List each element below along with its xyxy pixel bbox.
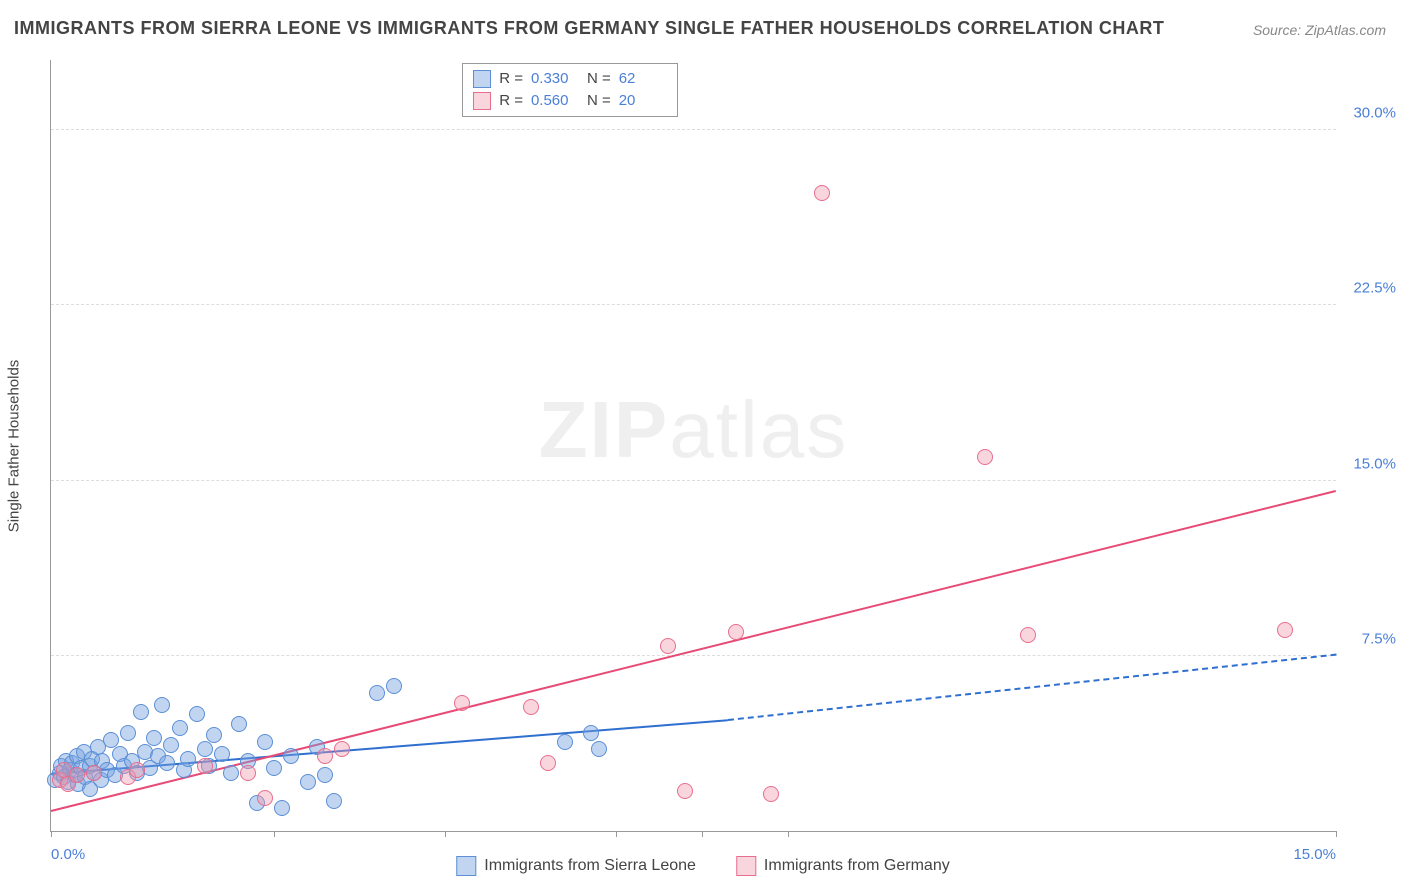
data-point: [523, 699, 539, 715]
stats-row-series2: R = 0.560 N = 20: [473, 90, 667, 112]
data-point: [300, 774, 316, 790]
data-point: [214, 746, 230, 762]
data-point: [120, 725, 136, 741]
data-point: [69, 767, 85, 783]
data-point: [1020, 627, 1036, 643]
data-point: [317, 748, 333, 764]
data-point: [677, 783, 693, 799]
gridline: [51, 129, 1336, 130]
data-point: [154, 697, 170, 713]
data-point: [129, 762, 145, 778]
legend-swatch-series2: [473, 92, 491, 110]
x-tick: [702, 831, 703, 837]
data-point: [728, 624, 744, 640]
data-point: [334, 741, 350, 757]
data-point: [86, 765, 102, 781]
gridline: [51, 304, 1336, 305]
x-tick: [616, 831, 617, 837]
data-point: [180, 751, 196, 767]
legend-item-series2: Immigrants from Germany: [736, 856, 950, 876]
y-tick-label: 7.5%: [1362, 630, 1396, 647]
data-point: [317, 767, 333, 783]
data-point: [283, 748, 299, 764]
data-point: [591, 741, 607, 757]
data-point: [197, 758, 213, 774]
data-point: [163, 737, 179, 753]
data-point: [257, 734, 273, 750]
chart-title: IMMIGRANTS FROM SIERRA LEONE VS IMMIGRAN…: [14, 18, 1164, 39]
data-point: [257, 790, 273, 806]
gridline: [51, 655, 1336, 656]
y-axis-label: Single Father Households: [6, 360, 23, 533]
gridline: [51, 480, 1336, 481]
data-point: [977, 449, 993, 465]
data-point: [223, 765, 239, 781]
data-point: [454, 695, 470, 711]
x-tick: [51, 831, 52, 837]
x-tick: [274, 831, 275, 837]
legend-item-series1: Immigrants from Sierra Leone: [456, 856, 696, 876]
trend-line: [728, 654, 1336, 721]
y-tick-label: 15.0%: [1353, 455, 1396, 472]
data-point: [369, 685, 385, 701]
x-tick-label: 0.0%: [51, 846, 85, 863]
y-tick-label: 30.0%: [1353, 105, 1396, 122]
data-point: [231, 716, 247, 732]
data-point: [266, 760, 282, 776]
data-point: [189, 706, 205, 722]
data-point: [159, 755, 175, 771]
legend-swatch-series2: [736, 856, 756, 876]
series-legend: Immigrants from Sierra Leone Immigrants …: [456, 856, 949, 876]
x-tick: [1336, 831, 1337, 837]
legend-swatch-series1: [473, 70, 491, 88]
y-tick-label: 22.5%: [1353, 280, 1396, 297]
chart-plot-area: ZIPatlas R = 0.330 N = 62 R = 0.560 N = …: [50, 60, 1336, 832]
data-point: [197, 741, 213, 757]
data-point: [557, 734, 573, 750]
data-point: [660, 638, 676, 654]
x-tick: [445, 831, 446, 837]
data-point: [763, 786, 779, 802]
x-tick-label: 15.0%: [1293, 846, 1336, 863]
data-point: [326, 793, 342, 809]
data-point: [133, 704, 149, 720]
stats-legend-box: R = 0.330 N = 62 R = 0.560 N = 20: [462, 63, 678, 117]
data-point: [172, 720, 188, 736]
data-point: [274, 800, 290, 816]
data-point: [540, 755, 556, 771]
data-point: [386, 678, 402, 694]
data-point: [814, 185, 830, 201]
data-point: [146, 730, 162, 746]
data-point: [206, 727, 222, 743]
data-point: [583, 725, 599, 741]
data-point: [1277, 622, 1293, 638]
watermark: ZIPatlas: [539, 384, 848, 476]
stats-row-series1: R = 0.330 N = 62: [473, 68, 667, 90]
data-point: [82, 781, 98, 797]
data-point: [240, 765, 256, 781]
x-tick: [788, 831, 789, 837]
legend-swatch-series1: [456, 856, 476, 876]
source-attribution: Source: ZipAtlas.com: [1253, 22, 1386, 38]
